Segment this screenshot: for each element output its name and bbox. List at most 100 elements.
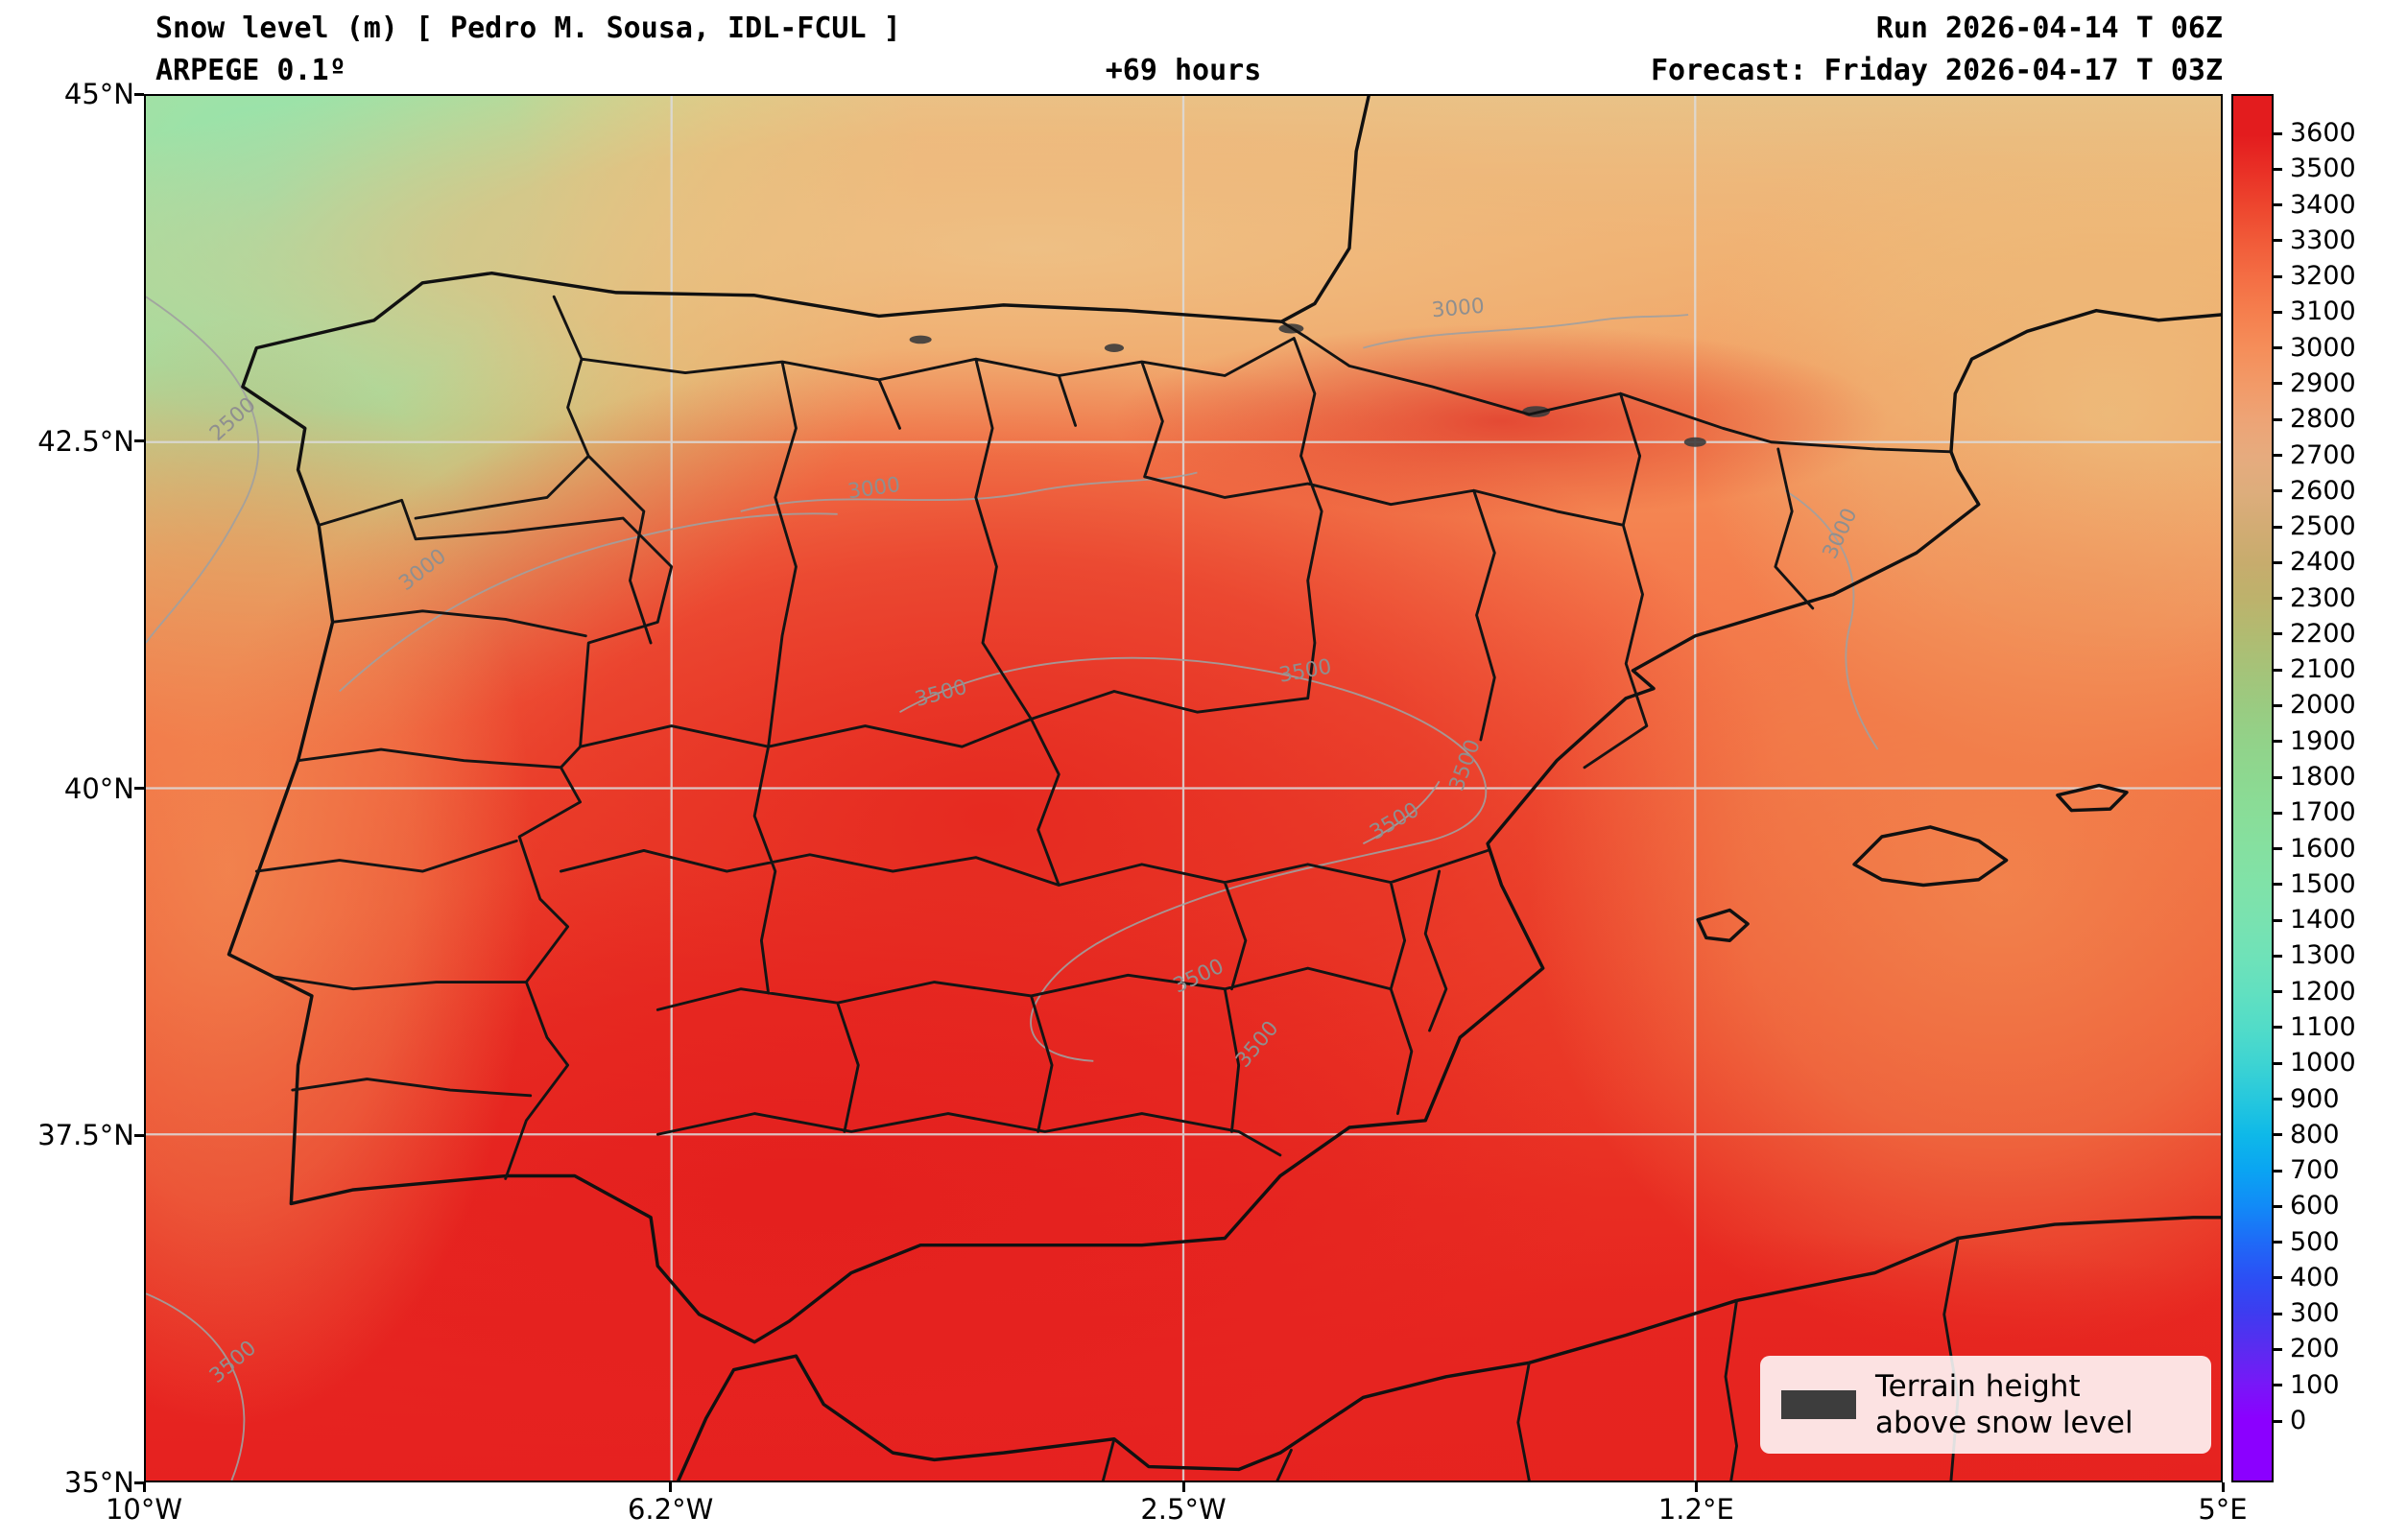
- colorbar-tick-label: 1400: [2290, 905, 2356, 936]
- colorbar-tick-mark: [2274, 1276, 2282, 1280]
- colorbar-tick-label: 1200: [2290, 976, 2356, 1007]
- model-label: ARPEGE 0.1º: [155, 54, 346, 87]
- colorbar-tick-label: 300: [2290, 1298, 2340, 1329]
- lead-time-label: +69 hours: [1105, 54, 1262, 87]
- portugal-district-borders: [254, 609, 587, 1098]
- colorbar-tick-mark: [2274, 954, 2282, 958]
- y-tick-label: 35°N: [63, 1466, 134, 1499]
- colorbar-tick-mark: [2274, 1419, 2282, 1423]
- colorbar-tick-mark: [2274, 274, 2282, 278]
- x-tick-label: 5°E: [2198, 1493, 2248, 1526]
- colorbar-tick-label: 800: [2290, 1119, 2340, 1149]
- colorbar-tick-mark: [2274, 632, 2282, 636]
- colorbar-tick-label: 600: [2290, 1191, 2340, 1221]
- y-tick-mark: [134, 1133, 144, 1137]
- y-tick-label: 45°N: [63, 78, 134, 110]
- colorbar-tick-label: 1700: [2290, 797, 2356, 828]
- colorbar-tick-label: 2000: [2290, 690, 2356, 721]
- gridlines: [146, 96, 2221, 1481]
- map-plot-area: 2500 3000 3000 3000 3000 3500 3500 3500 3500 3500…: [144, 94, 2223, 1482]
- legend-line1: Terrain height: [1875, 1369, 2081, 1404]
- colorbar-tick-label: 500: [2290, 1226, 2340, 1257]
- legend: Terrain height above snow level: [1760, 1356, 2211, 1454]
- colorbar-tick-label: 2100: [2290, 654, 2356, 685]
- colorbar-tick-label: 2700: [2290, 439, 2356, 470]
- colorbar-tick-label: 2600: [2290, 475, 2356, 506]
- colorbar-tick-label: 1100: [2290, 1011, 2356, 1042]
- colorbar-tick-mark: [2274, 1347, 2282, 1351]
- colorbar-tick-mark: [2274, 310, 2282, 314]
- y-tick-label: 37.5°N: [37, 1119, 134, 1152]
- colorbar-tick-mark: [2274, 1312, 2282, 1315]
- colorbar-tick-label: 2400: [2290, 547, 2356, 578]
- colorbar-tick-mark: [2274, 489, 2282, 493]
- colorbar-tick-mark: [2274, 597, 2282, 601]
- colorbar-tick-mark: [2274, 668, 2282, 672]
- colorbar-tick-label: 3200: [2290, 261, 2356, 292]
- colorbar-tick-mark: [2274, 1098, 2282, 1101]
- x-tick-label: 1.2°E: [1657, 1493, 1734, 1526]
- colorbar-tick-mark: [2274, 525, 2282, 529]
- colorbar-tick-mark: [2274, 1384, 2282, 1387]
- colorbar-tick-label: 2500: [2290, 511, 2356, 542]
- africa-borders: [1101, 1237, 1960, 1481]
- colorbar-tick-mark: [2274, 990, 2282, 994]
- map-canvas: 2500300030003000300035003500350035003500…: [146, 96, 2221, 1481]
- colorbar-tick-mark: [2274, 1133, 2282, 1137]
- colorbar-tick-mark: [2274, 918, 2282, 922]
- colorbar-tick-label: 700: [2290, 1155, 2340, 1186]
- colorbar-tick-mark: [2274, 1241, 2282, 1244]
- colorbar-tick-mark: [2274, 1204, 2282, 1208]
- colorbar-tick-label: 3500: [2290, 154, 2356, 184]
- colorbar-tick-label: 400: [2290, 1262, 2340, 1292]
- y-tick-label: 40°N: [63, 771, 134, 805]
- y-tick-mark: [134, 1481, 144, 1484]
- colorbar-tick-mark: [2274, 131, 2282, 135]
- colorbar: [2231, 94, 2274, 1482]
- colorbar-tick-mark: [2274, 454, 2282, 457]
- colorbar-tick-label: 200: [2290, 1334, 2340, 1364]
- colorbar-tick-label: 1800: [2290, 762, 2356, 792]
- colorbar-tick-mark: [2274, 167, 2282, 171]
- colorbar-tick-mark: [2274, 847, 2282, 851]
- plot-title: Snow level (m) [ Pedro M. Sousa, IDL-FCU…: [155, 12, 901, 45]
- colorbar-tick-label: 1300: [2290, 940, 2356, 971]
- mallorca-island: [1852, 825, 2009, 888]
- colorbar-tick-mark: [2274, 1061, 2282, 1065]
- colorbar-tick-label: 100: [2290, 1369, 2340, 1400]
- colorbar-tick-mark: [2274, 775, 2282, 779]
- colorbar-tick-mark: [2274, 703, 2282, 707]
- forecast-label: Forecast: Friday 2026-04-17 T 03Z: [1650, 54, 2223, 87]
- colorbar-tick-mark: [2274, 811, 2282, 815]
- colorbar-tick-label: 2800: [2290, 404, 2356, 435]
- terrain-patch: [1781, 1390, 1856, 1419]
- colorbar-tick-label: 1000: [2290, 1048, 2356, 1078]
- x-tick-mark: [1181, 1482, 1185, 1492]
- colorbar-tick-label: 900: [2290, 1083, 2340, 1114]
- iberia-coastline: [226, 271, 1981, 1344]
- x-tick-label: 10°W: [105, 1493, 183, 1526]
- y-tick-label: 42.5°N: [37, 424, 134, 458]
- colorbar-tick-label: 3000: [2290, 332, 2356, 363]
- x-tick-label: 6.2°W: [627, 1493, 714, 1526]
- y-tick-mark: [134, 787, 144, 790]
- x-tick-mark: [669, 1482, 673, 1492]
- colorbar-tick-label: 3100: [2290, 296, 2356, 327]
- spain-province-borders: [414, 295, 1815, 1157]
- colorbar-tick-label: 1600: [2290, 833, 2356, 864]
- colorbar-tick-mark: [2274, 1026, 2282, 1030]
- france-atlantic-coast: [1279, 96, 1370, 323]
- colorbar-tick-mark: [2274, 1169, 2282, 1173]
- colorbar-tick-mark: [2274, 560, 2282, 564]
- contour-lines: [146, 296, 1879, 1481]
- colorbar-tick-mark: [2274, 203, 2282, 207]
- colorbar-tick-mark: [2274, 239, 2282, 243]
- legend-text: Terrain height above snow level: [1875, 1368, 2133, 1441]
- y-tick-mark: [134, 439, 144, 443]
- x-tick-mark: [142, 1482, 146, 1492]
- colorbar-tick-mark: [2274, 740, 2282, 744]
- france-med-coast: [1949, 308, 2221, 454]
- colorbar-tick-label: 2900: [2290, 367, 2356, 398]
- coastlines: [226, 96, 2221, 1481]
